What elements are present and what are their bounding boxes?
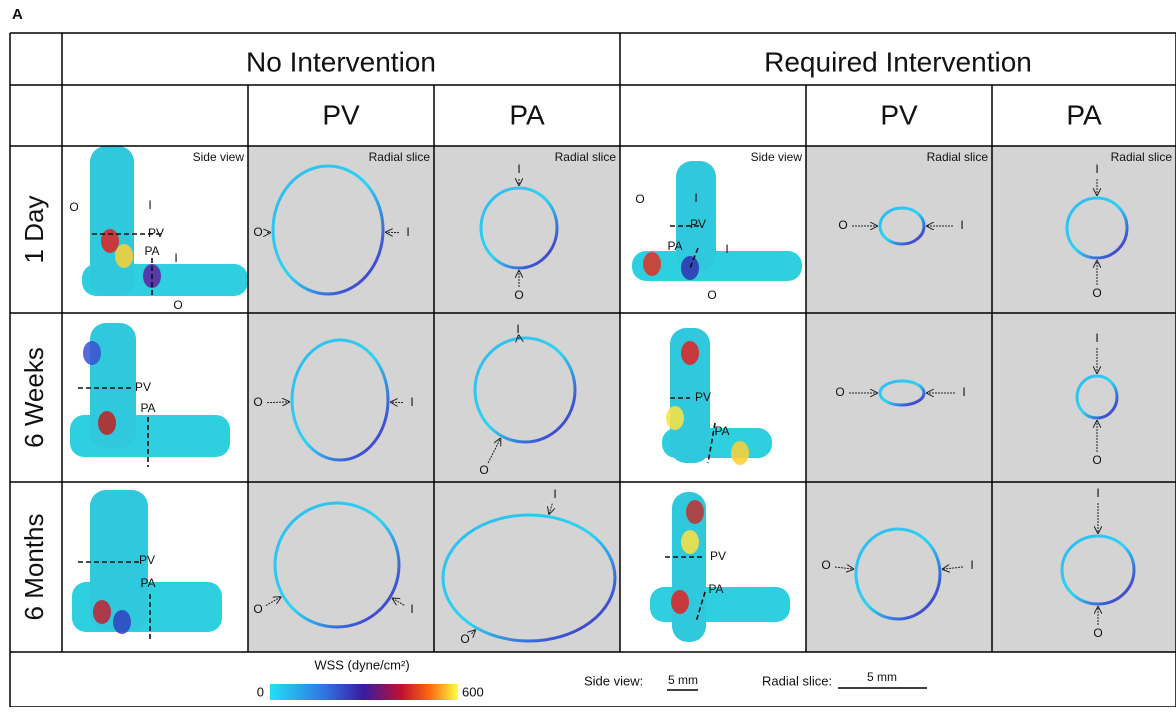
annotation: PV [690,217,706,231]
annotation: O [1092,286,1101,300]
colorbar-max: 600 [462,684,484,699]
annotation: PA [144,244,159,258]
annotation: PA [714,424,729,438]
slice-cell [992,313,1176,482]
annotation: I [1095,331,1098,345]
annotation: I [694,191,697,205]
vessel [90,146,134,296]
slice-cell [434,146,620,313]
wss-hotspot [115,244,133,268]
annotation: I [516,322,519,336]
annotation: PA [140,576,155,590]
column-header: PA [509,99,545,130]
annotation: O [635,192,644,206]
slice-cell [992,482,1176,652]
annotation: O [1093,626,1102,640]
annotation: I [960,218,963,232]
annotation: O [821,558,830,572]
scale-value: 5 mm [668,673,698,687]
vessel [676,161,716,271]
annotation: PV [695,390,711,404]
annotation: PV [135,380,151,394]
colorbar-title: WSS (dyne/cm²) [314,657,409,672]
row-label: 1 Day [19,196,49,264]
annotation: PV [710,549,726,563]
annotation: I [148,198,151,212]
wss-hotspot [671,590,689,614]
annotation: O [838,218,847,232]
wss-hotspot [681,341,699,365]
slice-cell [434,482,620,652]
scale-value: 5 mm [867,670,897,684]
annotation: I [410,395,413,409]
annotation: O [253,225,262,239]
annotation: O [479,463,488,477]
annotation: PA [667,239,682,253]
annotation: I [970,558,973,572]
scale-label: Side view: [584,673,643,688]
view-label: Radial slice [927,150,989,164]
annotation: O [173,298,182,312]
arrow [391,402,403,403]
annotation: I [962,385,965,399]
wss-hotspot [98,411,116,435]
wss-hotspot [83,341,101,365]
group-header: Required Intervention [764,46,1032,77]
column-header: PV [322,99,360,130]
slice-cell [992,146,1176,313]
row-label: 6 Weeks [19,347,49,448]
annotation: I [517,162,520,176]
wss-hotspot [101,229,119,253]
annotation: I [553,487,556,501]
wss-hotspot [93,600,111,624]
annotation: PV [148,226,164,240]
wss-hotspot [666,406,684,430]
annotation: I [725,242,728,256]
colorbar-min: 0 [257,684,264,699]
wss-hotspot [643,252,661,276]
annotation: PA [708,582,723,596]
view-label: Side view [193,150,245,164]
wss-hotspot [686,500,704,524]
group-header: No Intervention [246,46,436,77]
annotation: O [253,602,262,616]
wss-hotspot [731,441,749,465]
slice-cell [806,482,992,652]
figure: A No Intervention Required Intervention … [0,0,1176,707]
panel-label: A [12,6,23,23]
annotation: PV [139,553,155,567]
view-label: Radial slice [369,150,431,164]
slice-cell [806,146,992,313]
annotation: I [410,602,413,616]
view-label: Side view [751,150,803,164]
annotation: I [174,251,177,265]
column-header: PV [880,99,918,130]
annotation: O [460,632,469,646]
annotation: O [707,288,716,302]
row-label: 6 Months [19,514,49,621]
wss-hotspot [113,610,131,634]
annotation: O [1092,453,1101,467]
annotation: I [1095,162,1098,176]
colorbar [270,684,458,700]
annotation: O [253,395,262,409]
slice-cell [248,313,434,482]
annotation: O [69,200,78,214]
annotation: I [1096,486,1099,500]
column-header: PA [1066,99,1102,130]
wss-hotspot [681,530,699,554]
annotation: PA [140,401,155,415]
view-label: Radial slice [1111,150,1173,164]
view-label: Radial slice [555,150,617,164]
annotation: O [514,288,523,302]
annotation: O [835,385,844,399]
scale-label: Radial slice: [762,673,832,688]
annotation: I [406,225,409,239]
